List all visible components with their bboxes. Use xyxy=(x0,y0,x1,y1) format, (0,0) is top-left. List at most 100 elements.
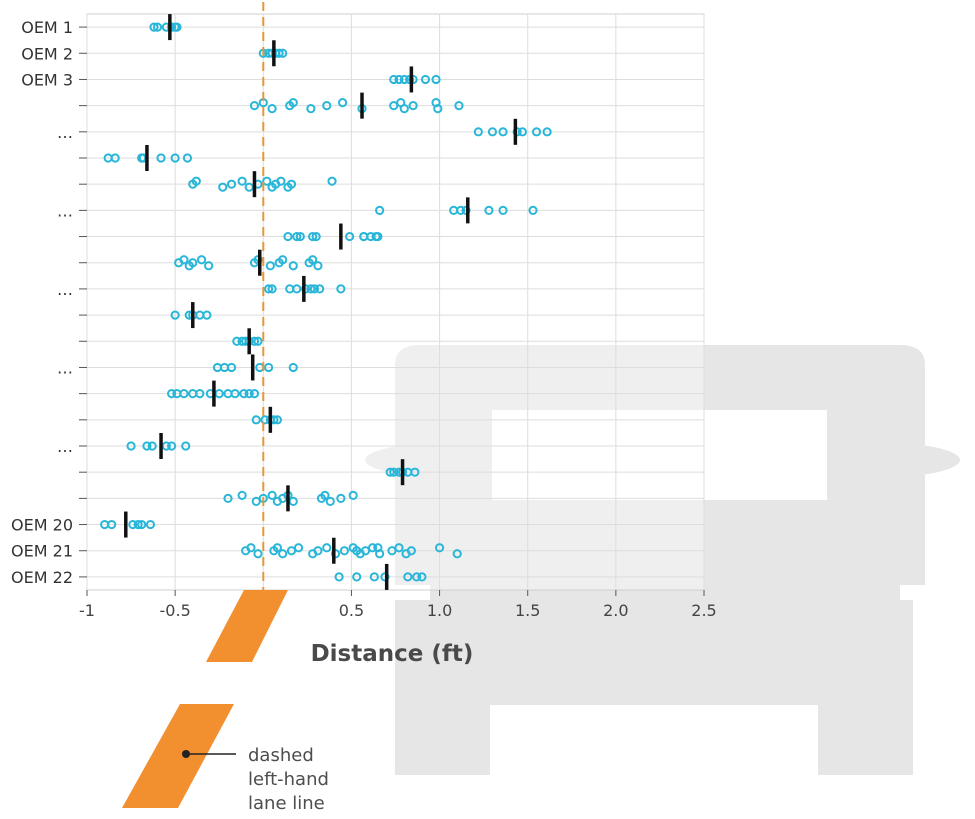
data-point xyxy=(147,441,157,451)
row-label: … xyxy=(57,358,73,377)
data-point xyxy=(300,284,311,294)
data-point xyxy=(237,176,247,186)
data-point xyxy=(292,231,302,242)
data-point xyxy=(327,176,337,186)
data-point xyxy=(359,231,369,242)
data-point xyxy=(137,519,147,530)
x-tick-label: 1.0 xyxy=(427,601,452,620)
data-point xyxy=(239,389,249,399)
data-point xyxy=(126,441,136,451)
data-point xyxy=(375,205,385,215)
data-point xyxy=(107,519,117,530)
data-point xyxy=(528,205,538,215)
data-point xyxy=(313,546,323,556)
data-point xyxy=(262,176,272,186)
data-point xyxy=(399,104,409,114)
data-point xyxy=(313,261,323,271)
row-label: … xyxy=(57,437,73,456)
data-point xyxy=(512,127,522,137)
data-point xyxy=(191,176,201,186)
data-point xyxy=(309,284,320,294)
row-label: … xyxy=(57,123,73,142)
data-point xyxy=(352,572,362,582)
data-point xyxy=(454,101,464,111)
mean-markers xyxy=(124,14,518,590)
x-tick-label: -0.5 xyxy=(160,601,191,620)
data-point xyxy=(226,179,237,189)
data-point xyxy=(385,467,395,477)
data-point xyxy=(412,572,422,582)
data-point xyxy=(253,255,263,265)
data-point xyxy=(322,101,332,111)
row-labels: OEM 1 OEM 2 OEM 3 … … … … … OEM 20 OEM 21 OEM 22 xyxy=(11,18,87,587)
data-point xyxy=(325,496,335,506)
data-point xyxy=(156,153,166,163)
data-point xyxy=(218,182,228,192)
data-point xyxy=(283,231,293,242)
data-point xyxy=(306,284,316,294)
legend-lane-line-icon xyxy=(122,704,234,808)
row-label: OEM 3 xyxy=(21,70,73,89)
x-axis-label: Distance (ft) xyxy=(311,641,474,667)
legend-text-line2: left-hand xyxy=(248,769,329,790)
data-point xyxy=(237,490,247,500)
data-point xyxy=(484,205,494,215)
data-point xyxy=(420,74,431,85)
data-point xyxy=(345,231,355,242)
data-point xyxy=(179,389,189,399)
data-point xyxy=(272,415,282,425)
plot-grid xyxy=(86,13,705,591)
data-point xyxy=(338,98,348,108)
data-point xyxy=(531,127,542,137)
data-point xyxy=(308,255,318,265)
data-point xyxy=(408,101,418,111)
data-point xyxy=(461,205,471,215)
data-point xyxy=(202,310,212,320)
data-point xyxy=(267,104,277,114)
data-point xyxy=(330,549,341,559)
x-axis-ticks: -1-0.500.51.01.52.02.5 xyxy=(79,590,717,620)
data-point xyxy=(417,572,427,582)
data-point xyxy=(128,519,138,530)
data-point xyxy=(232,336,242,346)
data-point xyxy=(295,231,305,242)
row-label: OEM 21 xyxy=(11,542,73,561)
data-point xyxy=(145,519,156,530)
data-point xyxy=(196,255,207,265)
x-tick-label: 2.5 xyxy=(691,601,716,620)
data-point xyxy=(498,127,508,137)
data-point xyxy=(179,255,189,265)
row-label: OEM 1 xyxy=(21,18,73,37)
data-point xyxy=(308,231,318,242)
data-point xyxy=(352,546,362,556)
data-point xyxy=(380,572,390,582)
x-tick-label: 1.5 xyxy=(515,601,540,620)
lane-line-segment-icon xyxy=(206,590,288,662)
data-point xyxy=(339,546,349,556)
data-point xyxy=(149,22,159,32)
data-point xyxy=(286,179,297,189)
row-label: … xyxy=(57,201,73,220)
data-point xyxy=(204,261,214,271)
data-point xyxy=(288,362,298,373)
plot-frame xyxy=(86,13,705,591)
data-point xyxy=(410,467,420,477)
data-point xyxy=(394,74,404,85)
data-point xyxy=(434,543,445,553)
data-point xyxy=(315,284,325,294)
data-point xyxy=(278,48,288,58)
data-point xyxy=(373,543,383,553)
data-point xyxy=(320,490,330,500)
data-point xyxy=(230,389,240,399)
legend-text-line1: dashed xyxy=(248,745,314,766)
x-tick-label: 2.0 xyxy=(603,601,628,620)
data-point xyxy=(249,101,260,111)
data-point xyxy=(276,176,286,186)
data-point xyxy=(267,490,277,500)
data-point xyxy=(172,22,182,32)
data-point xyxy=(306,104,316,114)
data-point xyxy=(167,389,177,399)
data-point xyxy=(348,490,358,500)
data-point xyxy=(226,362,237,373)
data-point xyxy=(293,543,304,553)
